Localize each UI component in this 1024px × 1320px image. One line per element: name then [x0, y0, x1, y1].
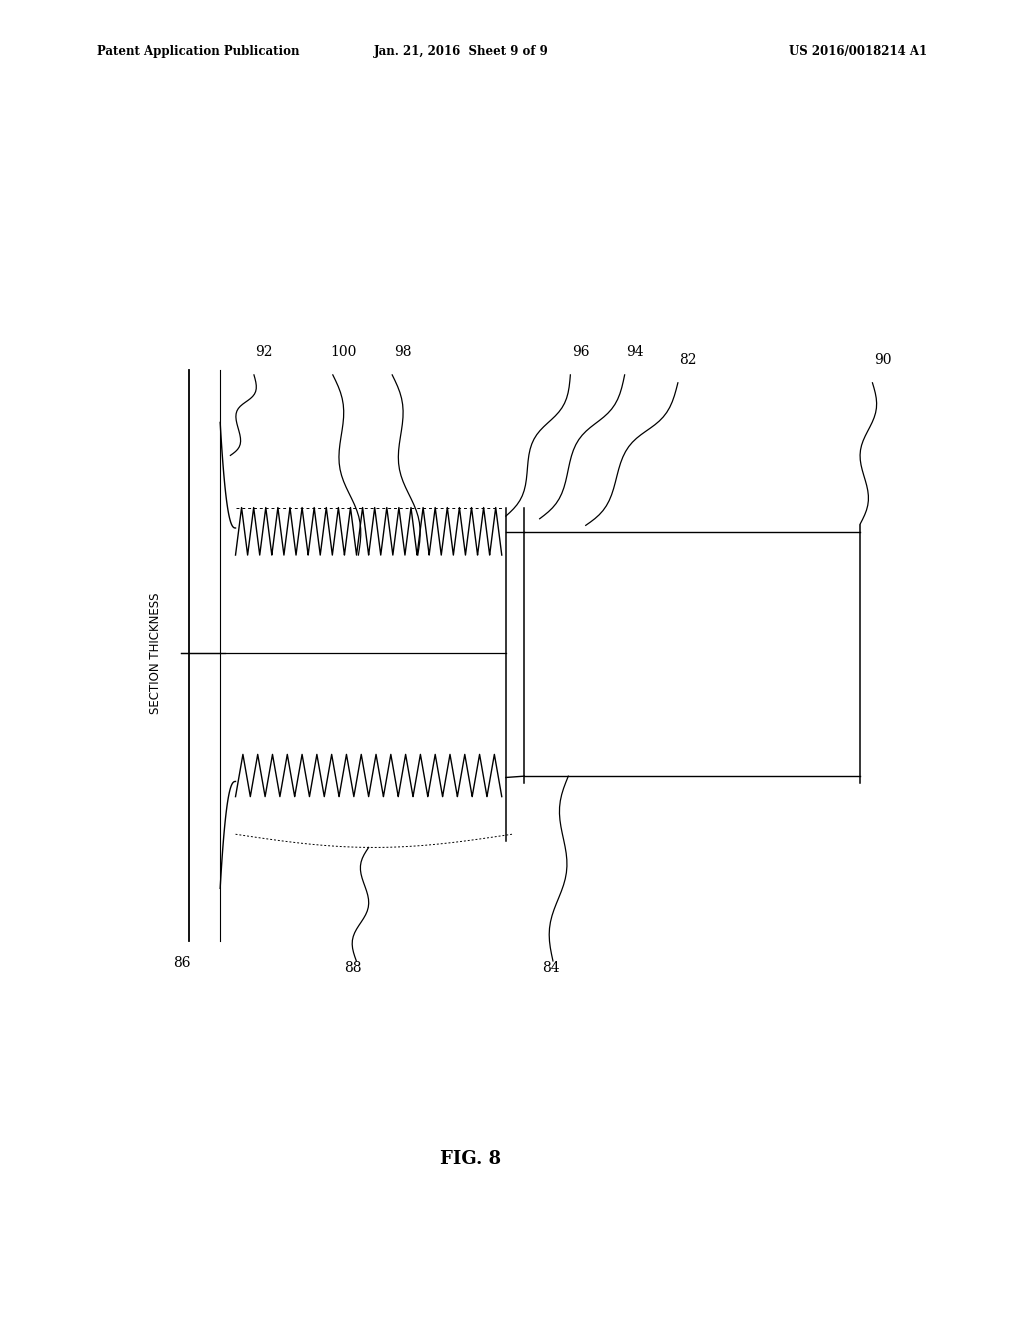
- Text: FIG. 8: FIG. 8: [440, 1150, 502, 1168]
- Text: 84: 84: [542, 961, 560, 975]
- Text: 96: 96: [571, 345, 590, 359]
- Text: US 2016/0018214 A1: US 2016/0018214 A1: [788, 45, 927, 58]
- Text: Patent Application Publication: Patent Application Publication: [97, 45, 300, 58]
- Text: 88: 88: [344, 961, 362, 975]
- Text: 100: 100: [330, 345, 356, 359]
- Text: 82: 82: [679, 352, 697, 367]
- Text: 98: 98: [393, 345, 412, 359]
- Text: 92: 92: [255, 345, 273, 359]
- Text: 86: 86: [173, 956, 191, 970]
- Text: 90: 90: [873, 352, 892, 367]
- Text: Jan. 21, 2016  Sheet 9 of 9: Jan. 21, 2016 Sheet 9 of 9: [374, 45, 548, 58]
- Text: SECTION THICKNESS: SECTION THICKNESS: [150, 593, 162, 714]
- Text: 94: 94: [626, 345, 644, 359]
